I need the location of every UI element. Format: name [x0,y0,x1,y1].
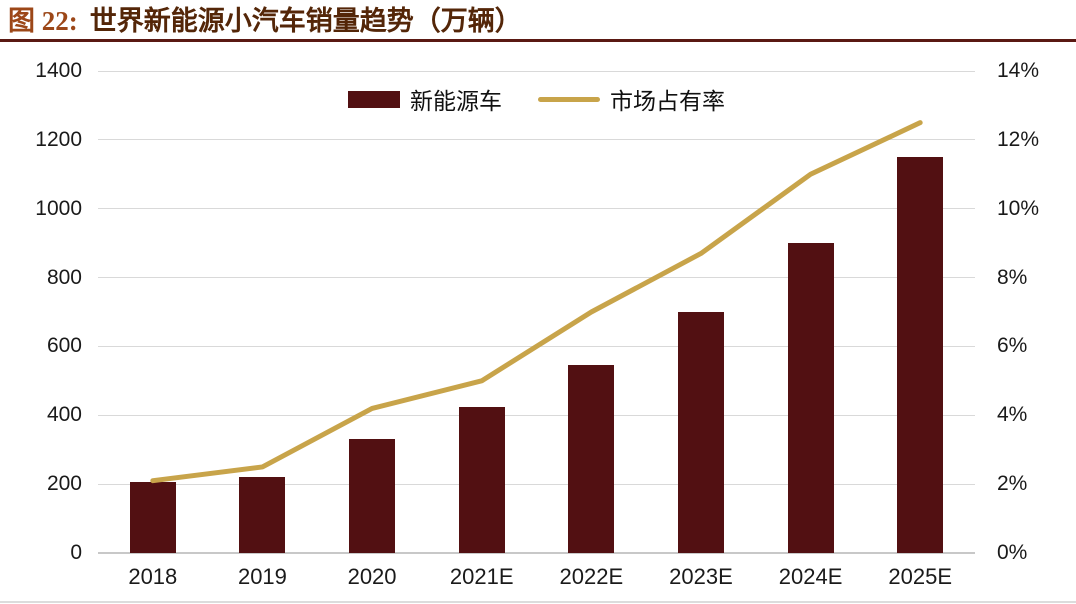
y-axis-right-tick: 2% [997,472,1028,496]
gridline [98,208,975,210]
y-axis-right-tick: 14% [997,59,1040,82]
y-axis-right-tick: 10% [997,196,1040,220]
bar-2019 [239,477,286,553]
bar-2022E [568,365,615,553]
title-divider [0,39,1076,42]
bar-2018 [129,482,176,553]
bar-2024E [787,243,834,553]
gridline [98,277,975,279]
legend: 新能源车 市场占有率 [348,84,725,114]
gridline [98,70,975,72]
x-axis-tick-2021E: 2021E [449,564,514,589]
legend-label-bars: 新能源车 [410,89,502,114]
gridline [98,483,975,485]
y-axis-right-tick: 6% [997,334,1028,358]
y-axis-right-tick: 12% [997,127,1040,151]
y-axis-left-tick: 0 [70,541,82,564]
x-axis-tick-2020: 2020 [347,564,397,589]
x-axis-tick-2025E: 2025E [888,564,952,589]
bar-2021E [458,406,505,553]
gridline [98,345,975,347]
x-axis-tick-2024E: 2024E [778,564,843,589]
bottom-divider [0,601,1076,603]
y-axis-right-tick: 4% [997,403,1028,427]
y-axis-left-tick: 600 [46,334,82,358]
y-axis-left-tick: 1200 [35,127,82,151]
y-axis-left-tick: 1400 [35,59,82,82]
figure-number: 图 22: [8,6,78,36]
x-axis-tick-2023E: 2023E [669,564,733,589]
figure-title: 图 22: 世界新能源小汽车销量趋势（万辆） [8,5,522,37]
bar-2025E [897,157,944,553]
x-axis-tick-2022E: 2022E [559,564,624,589]
y-axis-right-tick: 0% [997,541,1028,564]
y-axis-left-tick: 400 [46,403,82,427]
legend-line-swatch [538,96,600,102]
x-axis-tick-2018: 2018 [128,564,178,589]
y-axis-left-tick: 200 [46,472,82,496]
bar-2023E [677,312,724,553]
y-axis-left-tick: 1000 [35,196,82,220]
gridline [98,414,975,416]
gridline [98,139,975,141]
legend-bar-swatch [348,90,400,108]
figure-title-text: 世界新能源小汽车销量趋势（万辆） [89,6,522,36]
gridline [98,552,975,554]
legend-label-line: 市场占有率 [610,89,725,114]
bar-2020 [349,439,396,553]
y-axis-left-tick: 800 [46,265,82,289]
x-axis-tick-2019: 2019 [237,564,287,589]
y-axis-right-tick: 8% [997,265,1028,289]
